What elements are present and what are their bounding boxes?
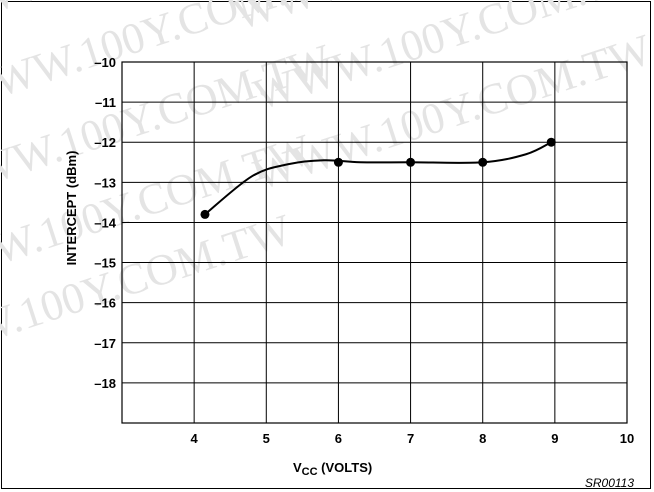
y-tick-label: –11 <box>95 95 116 110</box>
y-axis-label: INTERCEPT (dBm) <box>64 151 79 266</box>
y-tick-label: –10 <box>94 55 116 70</box>
plot-layer <box>200 137 556 219</box>
y-tick-label: –12 <box>94 135 116 150</box>
x-tick-label: 4 <box>191 431 199 446</box>
y-tick-label: –14 <box>94 215 116 230</box>
y-tick-label: –17 <box>94 336 116 351</box>
series-line <box>204 141 552 216</box>
x-tick-label: 5 <box>263 431 270 446</box>
x-tick-label: 7 <box>407 431 414 446</box>
data-point <box>333 157 343 167</box>
y-tick-label: –16 <box>94 296 116 311</box>
x-tick-label: 10 <box>620 431 634 446</box>
data-point <box>406 157 416 167</box>
x-axis-label-subscript: CC <box>302 466 318 478</box>
grid-layer <box>121 61 628 424</box>
data-point <box>200 209 210 219</box>
x-tick-label: 6 <box>335 431 342 446</box>
x-axis-label: VCC (VOLTS) <box>293 460 372 478</box>
figure-code: SR00113 <box>585 476 634 490</box>
y-tick-label: –18 <box>94 376 116 391</box>
y-tick-label: –15 <box>94 256 116 271</box>
x-tick-label: 8 <box>479 431 486 446</box>
tick-label-layer: 4 5 6 7 8 9 10 –10 –11 –12 –13 –14 –15 –16 –17 –18 <box>94 55 634 446</box>
x-tick-label: 9 <box>551 431 558 446</box>
data-point <box>478 157 488 167</box>
data-point <box>546 137 556 147</box>
x-axis-label-units: (VOLTS) <box>318 460 373 475</box>
x-axis-label-main: V <box>293 460 302 475</box>
y-tick-label: –13 <box>94 175 116 190</box>
